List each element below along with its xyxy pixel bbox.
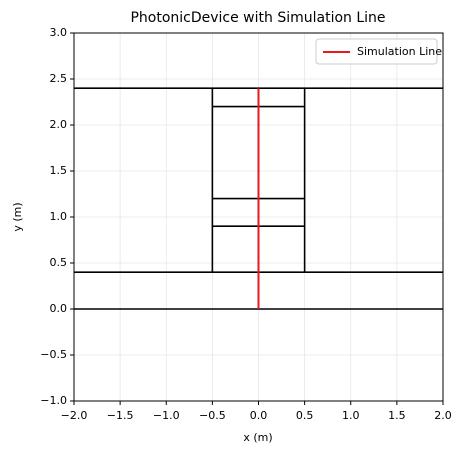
x-tick-label: 0.5 (296, 409, 314, 422)
y-tick-label: 1.5 (50, 164, 68, 177)
y-tick-label: 2.0 (50, 118, 68, 131)
x-tick-label: −2.0 (61, 409, 88, 422)
y-tick-label: −0.5 (40, 348, 67, 361)
lines (74, 87, 443, 310)
x-tick-label: 1.0 (342, 409, 360, 422)
legend: Simulation Line (315, 38, 442, 65)
y-axis-label: y (m) (11, 202, 24, 231)
chart-title: PhotonicDevice with Simulation Line (130, 10, 385, 26)
ticks: −2.0 −1.5 −1.0 −0.5 0.0 0.5 1.0 1.5 2.0 −1.0 −0.5 0… (40, 26, 451, 422)
x-tick-label: −1.0 (153, 409, 180, 422)
x-tick-label: 1.5 (388, 409, 406, 422)
legend-label: Simulation Line (357, 45, 442, 58)
x-tick-label: −0.5 (199, 409, 226, 422)
y-tick-label: −1.0 (40, 394, 67, 407)
x-tick-label: 2.0 (434, 409, 452, 422)
x-tick-label: −1.5 (107, 409, 134, 422)
x-tick-label: 0.0 (250, 409, 268, 422)
y-tick-label: 0.0 (50, 302, 68, 315)
y-tick-label: 0.5 (50, 256, 68, 269)
x-axis-label: x (m) (243, 431, 272, 444)
y-tick-label: 3.0 (50, 26, 68, 39)
y-tick-label: 2.5 (50, 72, 68, 85)
y-tick-label: 1.0 (50, 210, 68, 223)
legend-box (315, 38, 438, 65)
